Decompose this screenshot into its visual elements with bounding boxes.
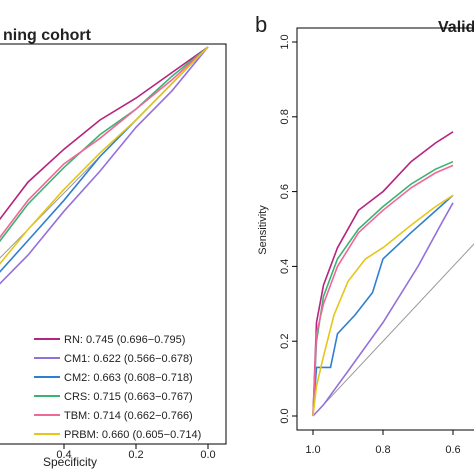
right-series-cm1 (312, 202, 454, 417)
right-x-tick-label: 0.8 (375, 444, 390, 456)
left-plot-frame (0, 43, 227, 445)
right-y-tick-label: 0.4 (279, 259, 291, 274)
right-y-tick-label: 0.8 (279, 109, 291, 124)
left-x-axis: 0.4 0.2 0.0 (56, 444, 216, 461)
left-x-tick-label: 0.2 (128, 449, 143, 461)
right-y-tick-label: 0.6 (279, 184, 291, 199)
left-series-rn (0, 46, 209, 221)
left-panel: ning cohort 0.4 0.2 0.0 Specificity RN: 0.… (0, 27, 227, 469)
right-series-prbm (312, 194, 454, 417)
right-y-tick-label: 0.2 (279, 334, 291, 349)
right-y-tick-label: 0.0 (279, 408, 291, 423)
right-plot-frame (296, 27, 474, 431)
left-panel-title: ning cohort (3, 27, 92, 44)
right-series-group (312, 131, 454, 417)
right-x-tick-label: 1.0 (305, 444, 320, 456)
legend-label-prbm: PRBM: 0.660 (0.605−0.714) (64, 429, 201, 441)
left-series-cm1 (0, 46, 209, 285)
right-reference-line (312, 243, 474, 417)
left-series-prbm (0, 46, 209, 265)
right-x-tick-label: 0.6 (445, 444, 460, 456)
left-series-crs (0, 46, 209, 243)
legend-label-rn: RN: 0.745 (0.696−0.795) (64, 334, 185, 346)
right-y-axis: 0.0 0.2 0.4 0.6 0.8 1.0 (279, 34, 297, 424)
left-x-tick-label: 0.4 (56, 449, 71, 461)
right-panel: b Valid 0.00.20.40.60.81.0 1.0 0.8 0.6 Sen… (255, 12, 474, 456)
left-x-axis-label: Specificity (43, 455, 97, 469)
right-series-cm2 (312, 194, 454, 417)
legend-label-cm1: CM1: 0.622 (0.566−0.678) (64, 353, 193, 365)
right-y-tick-label: 1.0 (279, 34, 291, 49)
legend: RN: 0.745 (0.696−0.795) CM1: 0.622 (0.566… (34, 334, 201, 441)
left-series-group (0, 46, 209, 285)
right-series-rn (312, 131, 454, 417)
legend-label-cm2: CM2: 0.663 (0.608−0.718) (64, 372, 193, 384)
left-x-tick-label: 0.0 (200, 449, 215, 461)
left-series-cm2 (0, 46, 209, 273)
left-series-tbm (0, 46, 209, 239)
panel-letter-b: b (255, 12, 267, 37)
right-x-axis: 1.0 0.8 0.6 (305, 430, 461, 456)
right-y-axis-label: Sensitivity (257, 205, 269, 255)
right-series-tbm (312, 164, 454, 417)
legend-label-crs: CRS: 0.715 (0.663−0.767) (64, 391, 193, 403)
right-diagonal-line (312, 243, 474, 417)
legend-label-tbm: TBM: 0.714 (0.662−0.766) (64, 410, 193, 422)
